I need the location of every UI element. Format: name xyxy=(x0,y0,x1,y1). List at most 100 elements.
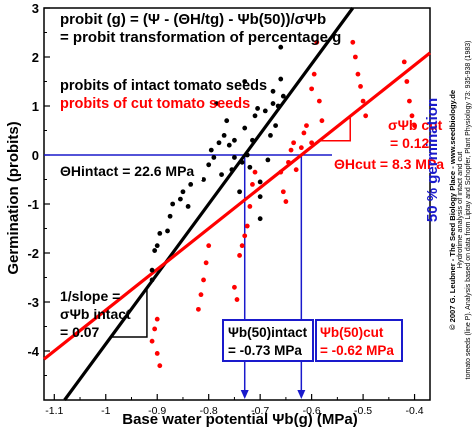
x-tick-label: -0.6 xyxy=(303,405,321,417)
data-point xyxy=(309,140,315,146)
side-text-copyright: © 2007 G. Leubner - The Seed Biology Pla… xyxy=(448,90,457,330)
data-point xyxy=(355,71,361,77)
box-cut-line-1: Ψb(50)cut xyxy=(320,325,384,340)
side-text-source: tomato seeds (line P). Analysis based on… xyxy=(465,41,472,380)
data-point xyxy=(149,277,155,283)
data-point xyxy=(286,159,291,165)
data-point xyxy=(311,71,317,77)
data-point xyxy=(255,106,260,111)
data-point xyxy=(252,169,258,175)
y-tick-label: 1 xyxy=(32,99,39,114)
data-point xyxy=(301,130,307,136)
data-point xyxy=(409,113,415,119)
data-point xyxy=(237,253,242,258)
median-marker-arrow xyxy=(297,390,306,399)
data-point xyxy=(157,363,163,369)
data-point xyxy=(250,182,255,187)
data-point xyxy=(412,123,417,128)
theta-cut-bg xyxy=(332,153,458,173)
data-point xyxy=(363,113,369,119)
data-point xyxy=(232,137,237,143)
data-point xyxy=(232,155,237,160)
x-tick-label: -1 xyxy=(101,405,110,417)
data-point xyxy=(237,189,242,195)
y-tick-label: -1 xyxy=(27,197,39,212)
box-intact: Ψb(50)intact = -0.73 MPa xyxy=(222,319,314,362)
data-point xyxy=(278,169,284,175)
side-text-title: Hydrotime analysis of intact and cut xyxy=(455,152,464,269)
data-point xyxy=(314,39,320,45)
data-point xyxy=(226,142,232,148)
data-point xyxy=(304,123,309,128)
data-point xyxy=(219,172,224,178)
data-point xyxy=(270,88,276,94)
data-point xyxy=(208,147,214,153)
data-point xyxy=(401,59,407,65)
x-tick-label: -0.4 xyxy=(406,405,424,417)
data-point xyxy=(165,228,170,234)
data-point xyxy=(201,177,206,182)
data-point xyxy=(242,125,248,131)
data-point xyxy=(221,133,227,138)
data-point xyxy=(232,284,237,290)
box-intact-frame xyxy=(222,319,314,362)
data-point xyxy=(239,243,245,249)
data-point xyxy=(265,157,271,163)
sigma-cut-label-2: = 0.12 xyxy=(390,135,430,151)
marker-lines xyxy=(44,154,430,399)
data-point xyxy=(224,118,230,124)
data-point xyxy=(257,216,263,222)
data-point xyxy=(291,140,297,146)
legend-intact: probits of intact tomato seeds xyxy=(60,78,267,94)
legend-cut: probits of cut tomato seeds xyxy=(60,96,250,112)
y-tick-label: 2 xyxy=(32,50,39,65)
data-point xyxy=(203,260,209,266)
data-point xyxy=(257,194,263,200)
data-point xyxy=(316,98,322,104)
data-point xyxy=(309,86,315,92)
box-cut: Ψb(50)cut = -0.62 MPa xyxy=(315,319,403,362)
data-point xyxy=(242,79,248,84)
data-point xyxy=(244,152,250,158)
equation-line-2: = probit transformation of percentage g xyxy=(60,29,341,46)
data-point xyxy=(252,113,258,119)
data-point xyxy=(280,189,286,195)
slope-triangle-cut xyxy=(319,116,351,142)
axes: -1.1 -1 -0.9 -0.8 -0.7 -0.6 -0.5 -0.4 -4 -3 -2 -1 0 1… xyxy=(27,1,431,417)
data-point xyxy=(283,199,289,204)
data-point xyxy=(167,213,173,219)
y-tick-label: 3 xyxy=(32,1,39,16)
data-point xyxy=(247,204,253,209)
box-cut-line-2: = -0.62 MPa xyxy=(320,343,394,358)
data-point xyxy=(278,44,284,50)
y-tick-label: 0 xyxy=(32,148,39,163)
slope-label-2: σΨb intact xyxy=(60,306,131,322)
data-points xyxy=(149,39,417,369)
data-point xyxy=(206,162,212,168)
data-point xyxy=(234,297,240,302)
right-axis-label: 50 % germination xyxy=(424,98,441,222)
data-point xyxy=(352,54,358,60)
theta-intact-label: ΘHintact = 22.6 MPa xyxy=(60,163,194,179)
data-point xyxy=(201,277,206,283)
theta-intact-bg xyxy=(58,160,202,180)
data-point xyxy=(229,167,235,173)
data-point xyxy=(154,351,160,356)
data-point xyxy=(152,248,158,253)
data-point xyxy=(358,84,363,89)
data-point xyxy=(275,103,281,109)
data-point xyxy=(247,164,253,170)
data-point xyxy=(214,101,219,106)
data-point xyxy=(360,98,366,104)
fit-lines xyxy=(43,7,431,401)
y-tick-label: -3 xyxy=(27,295,39,310)
data-point xyxy=(242,233,248,239)
equation-line-1: probit (g) = (Ψ - (ΘH/tg) - Ψb(50))/σΨb xyxy=(60,11,326,28)
y-tick-label: -4 xyxy=(27,344,39,359)
data-point xyxy=(319,118,325,124)
y-tick-label: -2 xyxy=(27,246,39,261)
x-tick-label: -0.7 xyxy=(251,405,269,417)
data-point xyxy=(273,123,278,128)
data-point xyxy=(280,93,286,99)
